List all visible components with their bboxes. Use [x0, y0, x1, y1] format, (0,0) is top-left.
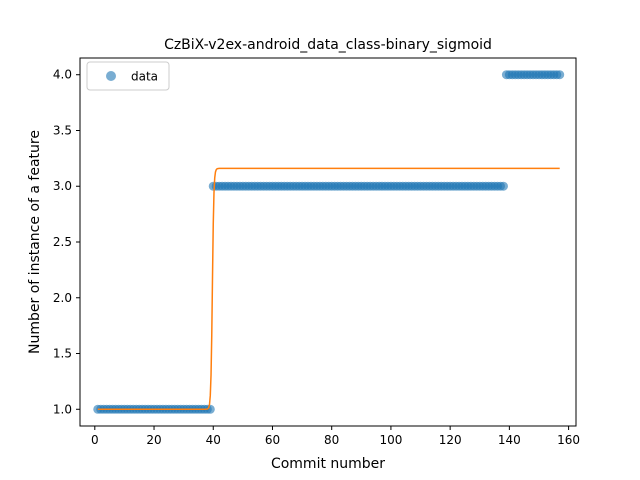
x-tick-label: 40	[206, 433, 221, 447]
y-tick-label: 2.5	[53, 235, 72, 249]
data-point	[555, 70, 565, 80]
x-tick-label: 20	[146, 433, 161, 447]
y-tick-label: 2.0	[53, 291, 72, 305]
x-tick-label: 0	[91, 433, 99, 447]
x-axis-label: Commit number	[271, 456, 385, 472]
x-tick-label: 120	[439, 433, 462, 447]
y-axis-label: Number of instance of a feature	[27, 130, 43, 354]
axes: 0 20 40 60 80 100 120 140 160 1.0 1.5 2.0 2.5 3.0 3.5 4…	[53, 57, 580, 447]
legend-box	[86, 61, 170, 91]
x-tick-label: 60	[265, 433, 280, 447]
y-tick-label: 1.5	[53, 347, 72, 361]
y-tick-label: 3.5	[53, 123, 72, 137]
x-tick-label: 100	[379, 433, 402, 447]
legend: data	[86, 61, 170, 91]
x-tick-label: 140	[498, 433, 521, 447]
x-tick-label: 80	[324, 433, 339, 447]
fit-line	[97, 167, 560, 411]
x-tick-label: 160	[557, 433, 580, 447]
y-tick-label: 1.0	[53, 402, 72, 416]
chart-title: CzBiX-v2ex-android_data_class-binary_sig…	[164, 37, 492, 53]
legend-marker	[106, 71, 116, 81]
data-point	[205, 404, 215, 414]
plot-area	[93, 70, 565, 414]
y-tick-label: 4.0	[53, 68, 72, 82]
data-point	[498, 181, 508, 191]
legend-label: data	[131, 70, 158, 84]
y-tick-label: 3.0	[53, 179, 72, 193]
